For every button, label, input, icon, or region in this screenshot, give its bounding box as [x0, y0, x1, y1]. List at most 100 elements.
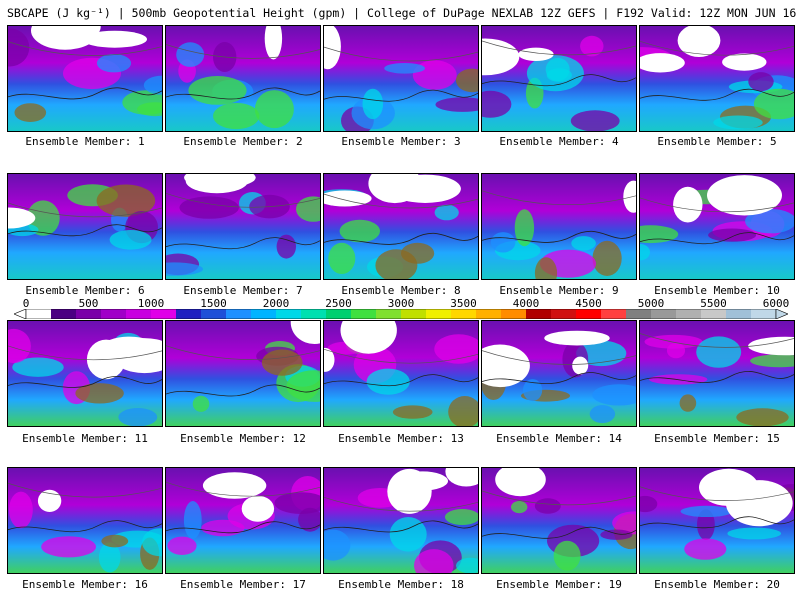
cape-blob — [324, 529, 351, 561]
colorbar-segment — [726, 309, 752, 319]
coastline — [166, 237, 320, 250]
height-contour — [482, 40, 636, 56]
cape-blob — [166, 262, 203, 276]
cape-blob — [414, 549, 454, 573]
colorbar-min-arrow — [14, 309, 27, 319]
ensemble-member-label: Ensemble Member: 2 — [183, 135, 303, 148]
zero-cape-region — [482, 38, 520, 76]
cape-field — [482, 468, 636, 573]
cape-field — [482, 174, 636, 279]
colorbar-segment — [601, 309, 627, 319]
colorbar — [14, 309, 788, 319]
ensemble-member-label: Ensemble Member: 15 — [654, 432, 780, 445]
colorbar-labels: 0 500 1000 1500 2000 2500 3000 3500 4000 4500 5000… — [0, 297, 800, 310]
ensemble-member-label: Ensemble Member: 18 — [338, 578, 464, 591]
ensemble-member-label: Ensemble Member: 7 — [183, 284, 303, 297]
cape-blob — [600, 529, 633, 540]
cape-blob — [392, 405, 433, 419]
ensemble-member-map — [7, 467, 163, 574]
ensemble-member-label: Ensemble Member: 10 — [654, 284, 780, 297]
cape-blob — [188, 76, 247, 105]
coastline — [8, 87, 162, 100]
ensemble-member-map — [7, 173, 163, 280]
cape-blob — [286, 370, 320, 402]
ensemble-member-label: Ensemble Member: 19 — [496, 578, 622, 591]
zero-cape-region — [623, 180, 636, 213]
cape-blob — [482, 90, 512, 118]
colorbar-tick-label: 4500 — [575, 297, 602, 310]
height-contour — [640, 40, 794, 56]
ensemble-member-label: Ensemble Member: 20 — [654, 578, 780, 591]
height-contour — [324, 46, 478, 62]
colorbar-segment — [51, 309, 77, 319]
height-contour — [8, 41, 162, 56]
cape-blob — [109, 230, 152, 250]
cape-blob — [750, 354, 794, 368]
ensemble-member-map — [323, 320, 479, 427]
zero-cape-region — [725, 480, 793, 527]
coastline — [324, 232, 478, 245]
height-contour — [324, 496, 478, 512]
cape-field — [640, 26, 794, 131]
cape-field — [8, 468, 162, 573]
zero-cape-region — [544, 330, 610, 346]
colorbar-segment — [251, 309, 277, 319]
colorbar-segment — [376, 309, 402, 319]
colorbar-tick-label: 1000 — [137, 297, 165, 310]
cape-blob — [456, 557, 478, 573]
cape-field — [324, 321, 478, 426]
colorbar-segment — [751, 309, 777, 319]
cape-blob — [41, 536, 96, 558]
cape-blob — [75, 383, 124, 404]
cape-blob — [143, 75, 162, 95]
cape-blob — [534, 498, 561, 514]
height-contour — [8, 482, 162, 498]
zero-cape-region — [482, 344, 530, 388]
ensemble-member-map — [323, 25, 479, 132]
zero-cape-region — [368, 174, 422, 204]
cape-blob — [576, 340, 627, 367]
ensemble-member-map — [323, 173, 479, 280]
zero-cape-region — [397, 471, 448, 491]
cape-blob — [384, 63, 425, 74]
colorbar-segment — [701, 309, 727, 319]
zero-cape-region — [264, 26, 283, 60]
cape-blob — [592, 384, 636, 406]
colorbar-segment — [626, 309, 652, 319]
cape-blob — [684, 538, 727, 560]
cape-blob — [526, 55, 584, 92]
coastline — [640, 371, 794, 383]
cape-blob — [592, 240, 622, 276]
colorbar-tick-label: 2500 — [325, 297, 352, 310]
cape-blob — [118, 408, 158, 426]
coastline — [324, 374, 478, 387]
coastline — [324, 520, 478, 533]
ensemble-member-label: Ensemble Member: 17 — [180, 578, 306, 591]
colorbar-segment — [26, 309, 52, 319]
zero-cape-region — [324, 26, 341, 70]
colorbar-segment — [126, 309, 152, 319]
cape-blob — [448, 396, 478, 426]
cape-blob — [14, 103, 47, 122]
ensemble-member-label: Ensemble Member: 4 — [499, 135, 619, 148]
ensemble-member-map — [323, 467, 479, 574]
coastline — [166, 521, 320, 534]
cape-blob — [412, 60, 457, 90]
ensemble-member-label: Ensemble Member: 9 — [499, 284, 619, 297]
cape-blob — [612, 511, 636, 535]
colorbar-segment — [226, 309, 252, 319]
coastline — [166, 87, 320, 100]
coastline — [482, 230, 636, 243]
cape-blob — [534, 257, 558, 279]
cape-blob — [589, 405, 616, 424]
colorbar-segment — [401, 309, 427, 319]
cape-blob — [553, 540, 581, 571]
ensemble-member-map — [165, 467, 321, 574]
ensemble-member-label: Ensemble Member: 16 — [22, 578, 148, 591]
coastline — [8, 376, 162, 388]
zero-cape-region — [445, 468, 478, 487]
colorbar-tick-label: 2000 — [262, 297, 290, 310]
cape-blob — [713, 115, 763, 130]
cape-blob — [366, 368, 410, 395]
cape-blob — [736, 408, 789, 426]
